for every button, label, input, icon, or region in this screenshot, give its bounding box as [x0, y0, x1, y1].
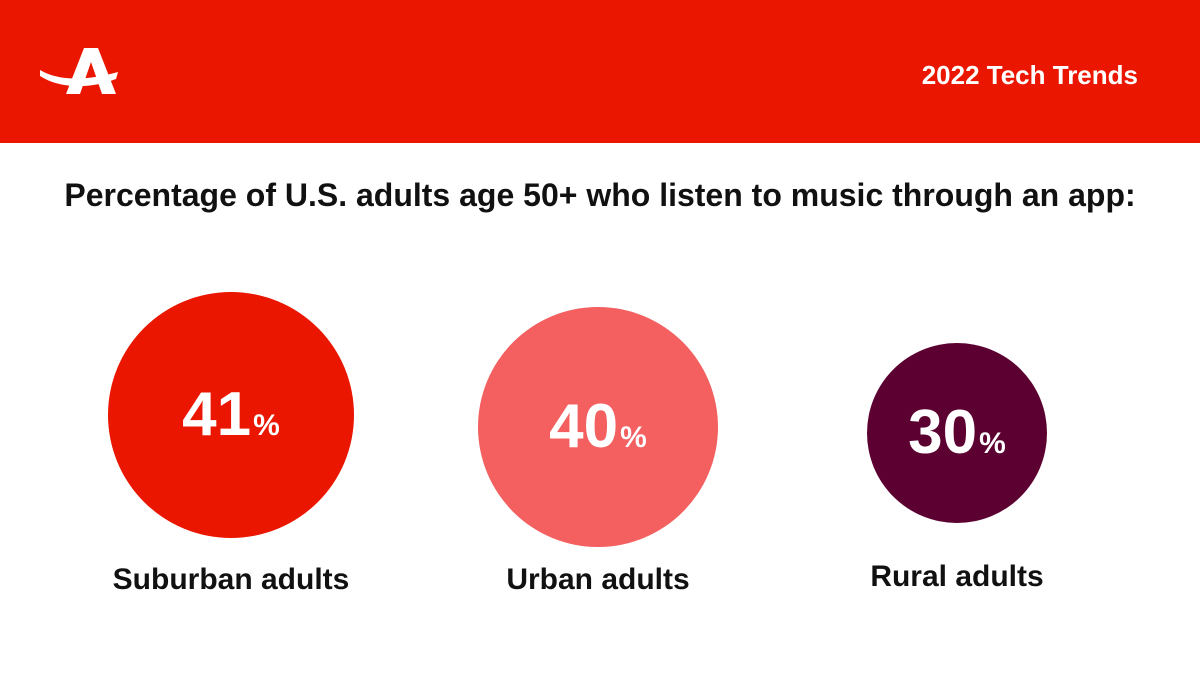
stat-circle [478, 307, 718, 547]
header-title: 2022 Tech Trends [921, 60, 1138, 90]
stat-number: 30 [908, 398, 978, 467]
chart-title: Percentage of U.S. adults age 50+ who li… [64, 177, 1136, 213]
stat-number: 41 [182, 380, 252, 449]
category-label: Urban adults [506, 563, 690, 596]
aarp-logo-icon [40, 48, 118, 94]
stat-circle [108, 292, 354, 538]
stat-value: 30% [908, 402, 1006, 464]
category-label: Suburban adults [112, 563, 350, 596]
stat-number: 40 [549, 392, 619, 461]
percent-sign: % [253, 409, 280, 442]
percent-sign: % [620, 421, 647, 454]
percent-sign: % [979, 427, 1006, 460]
category-label: Rural adults [870, 560, 1044, 593]
stat-value: 41% [182, 384, 280, 446]
header-banner: 2022 Tech Trends [0, 0, 1200, 143]
stat-circle [867, 343, 1047, 523]
stat-value: 40% [549, 396, 647, 458]
